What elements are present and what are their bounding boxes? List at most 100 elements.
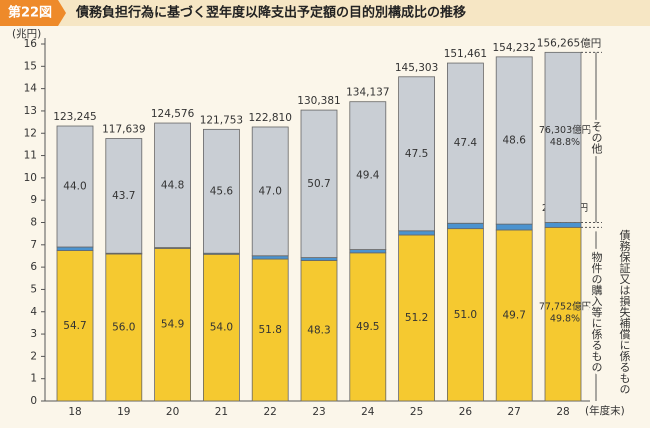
x-tick-label: 20 (166, 406, 179, 418)
bar-segment (251, 258, 289, 402)
total-label: 121,753 (200, 114, 243, 126)
x-tick-label: 22 (264, 406, 277, 418)
value-label: 51.0 (454, 309, 477, 321)
x-tick-label: 23 (312, 406, 325, 418)
value-label: 54.7 (63, 320, 86, 332)
value-label: 48.8% (550, 137, 580, 148)
bar-segment (300, 109, 338, 258)
bar-segment (56, 250, 94, 402)
total-label: 123,245 (53, 111, 96, 123)
value-label: 43.7 (112, 190, 135, 202)
y-tick-label: 10 (24, 172, 37, 184)
x-tick-label: 27 (508, 406, 521, 418)
value-label: 49.8% (550, 314, 580, 325)
badge-shape (0, 0, 66, 26)
value-label: 49.7 (503, 309, 526, 321)
value-label: 49.5 (356, 321, 379, 333)
chart-title: 債務負担行為に基づく翌年度以降支出予定額の目的別構成比の推移 (75, 5, 466, 21)
badge: 第22図 (8, 5, 52, 21)
bar-segment (446, 62, 484, 224)
value-label: 51.8 (259, 324, 282, 336)
y-tick-label: 3 (30, 328, 37, 340)
bar-segment (105, 253, 143, 402)
total-label: 151,461 (444, 48, 487, 60)
value-label: 47.5 (405, 148, 428, 160)
total-label: 122,810 (248, 112, 291, 124)
bar-segment (446, 222, 484, 230)
x-tick-label: 19 (117, 406, 130, 418)
value-label: 48.6 (503, 134, 527, 146)
series-label: 物件の購入等に係るもの (590, 250, 603, 372)
total-label: 154,232 (492, 42, 535, 54)
value-label: 44.0 (63, 181, 86, 193)
bar-segment (251, 126, 289, 257)
total-label: 134,137 (346, 87, 389, 99)
y-tick-label: 6 (30, 261, 37, 273)
x-tick-label: 28 (556, 406, 569, 418)
y-tick-label: 13 (24, 105, 37, 117)
bar-segment (202, 253, 240, 402)
value-label: 56.0 (112, 322, 135, 334)
y-tick-label: 8 (30, 217, 37, 229)
y-tick-label: 1 (30, 373, 37, 385)
bar-segment (446, 228, 484, 402)
y-tick-label: 11 (24, 150, 37, 162)
value-label: 54.0 (210, 322, 233, 334)
value-label: 48.3 (307, 325, 330, 337)
total-label: 130,381 (297, 95, 340, 107)
y-axis-label: (兆円) (12, 28, 41, 40)
bar-segment (495, 229, 533, 402)
amount-label: 76,303億円 (539, 124, 591, 136)
x-axis-label: (年度末) (585, 404, 625, 417)
y-tick-label: 15 (24, 60, 37, 72)
title-bar (0, 0, 650, 26)
bar-segment (544, 226, 582, 402)
y-tick-label: 14 (24, 83, 38, 95)
series-label: 債務保証又は損失補償に係るもの (618, 228, 631, 394)
x-tick-label: 21 (215, 406, 228, 418)
bar-segment (398, 234, 436, 402)
bar-segment (349, 252, 387, 402)
value-label: 47.4 (454, 137, 478, 149)
value-label: 44.8 (161, 179, 184, 191)
x-tick-label: 24 (361, 406, 375, 418)
y-tick-label: 2 (30, 350, 37, 362)
total-label: 156,265億円 (537, 36, 601, 49)
y-tick-label: 0 (30, 395, 37, 407)
value-label: 49.4 (356, 170, 380, 182)
value-label: 51.2 (405, 312, 428, 324)
y-tick-label: 7 (30, 239, 37, 251)
value-label: 47.0 (259, 185, 282, 197)
y-tick-label: 4 (30, 306, 37, 318)
total-label: 117,639 (102, 124, 145, 136)
bar-segment (300, 260, 338, 402)
bar-segment (398, 76, 436, 232)
value-label: 50.7 (307, 178, 330, 190)
y-tick-label: 12 (24, 127, 37, 139)
bar-segment (495, 223, 533, 231)
total-label: 145,303 (395, 62, 438, 74)
bar-segment (202, 128, 240, 254)
bar-segment (544, 51, 582, 223)
y-tick-label: 5 (30, 283, 37, 295)
bar-segment (300, 257, 338, 261)
x-tick-label: 18 (68, 406, 81, 418)
series-label: その他 (590, 121, 603, 154)
value-label: 45.6 (210, 185, 234, 197)
bar-segment (398, 230, 436, 236)
bar-segment (495, 56, 533, 225)
x-tick-label: 25 (410, 406, 423, 418)
y-tick-label: 16 (24, 38, 38, 50)
bar-segment (56, 246, 94, 251)
value-label: 54.9 (161, 319, 184, 331)
bar-segment (154, 122, 192, 248)
bar-segment (251, 255, 289, 260)
amount-label: 77,752億円 (539, 301, 591, 313)
bar-segment (105, 138, 143, 254)
bar-segment (349, 249, 387, 254)
x-tick-label: 26 (459, 406, 473, 418)
total-label: 124,576 (151, 108, 195, 120)
bar-segment (56, 125, 94, 248)
bar-segment (349, 101, 387, 250)
